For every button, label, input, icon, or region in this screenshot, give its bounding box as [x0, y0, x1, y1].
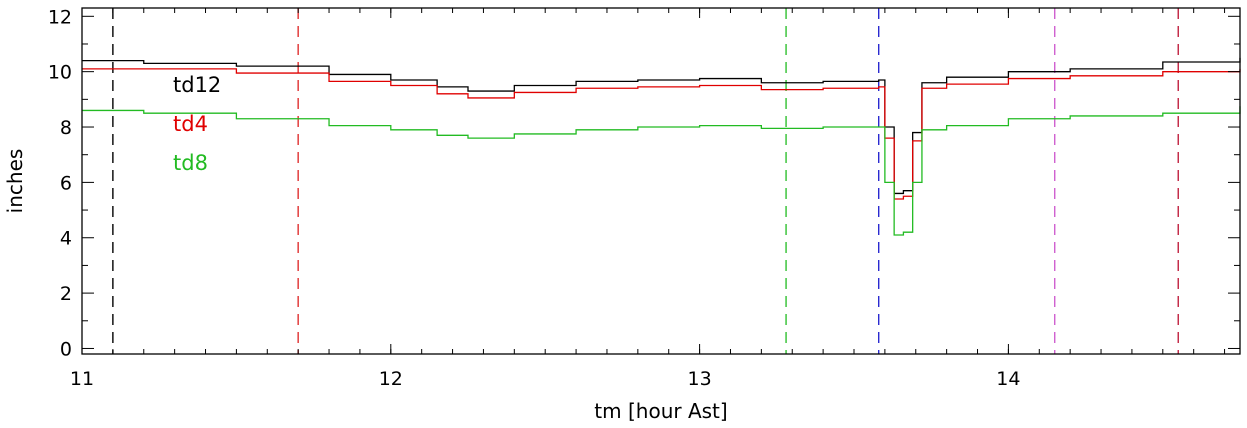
y-tick-label: 6: [60, 172, 72, 194]
x-tick-label: 11: [70, 368, 94, 390]
series-line-td4: [82, 68, 1241, 200]
series-line-td12: [82, 57, 1241, 195]
legend-item-td4: td4: [173, 112, 208, 136]
legend-item-td8: td8: [173, 151, 208, 175]
y-tick-label: 12: [48, 6, 72, 28]
legend-item-td12: td12: [173, 73, 221, 97]
y-tick-label: 0: [60, 338, 72, 360]
x-axis-label: tm [hour Ast]: [594, 399, 727, 423]
x-tick-label: 12: [379, 368, 403, 390]
y-tick-label: 10: [48, 62, 72, 84]
y-axis-label: inches: [3, 149, 27, 214]
vertical-markers: [112, 8, 1179, 354]
plot-frame: [81, 7, 1241, 355]
series-group: [82, 57, 1241, 236]
y-tick-label: 4: [60, 228, 72, 250]
y-tick-label: 8: [60, 117, 72, 139]
legend: td12 td4 td8: [173, 73, 221, 175]
axis-ticks: 11 12 13 14 0 2 4 6 8 10 12: [48, 6, 1240, 390]
y-tick-label: 2: [60, 283, 72, 305]
series-line-td8: [82, 106, 1241, 236]
x-tick-label: 13: [688, 368, 712, 390]
x-tick-label: 14: [996, 368, 1020, 390]
